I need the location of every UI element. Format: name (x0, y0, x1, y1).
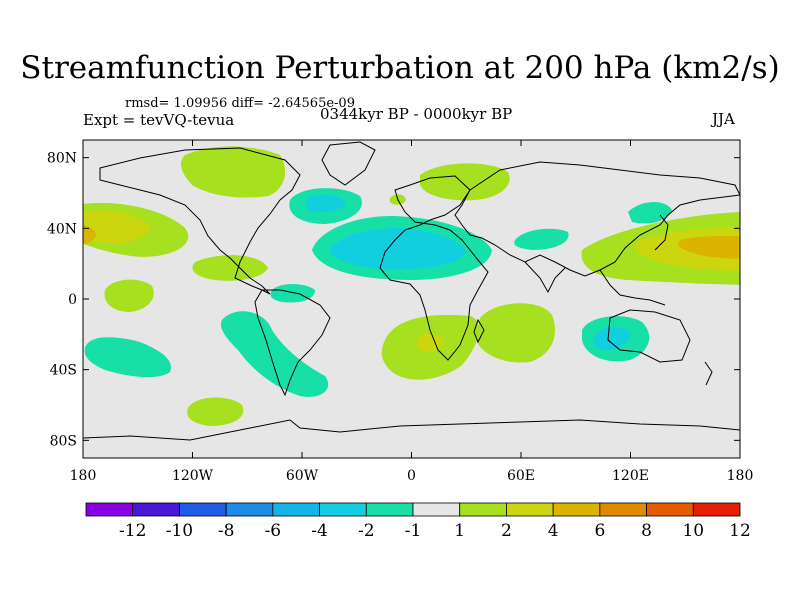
colorbar-swatch (319, 502, 367, 517)
colorbar-label: 1 (454, 521, 465, 541)
colorbar-label: 6 (594, 521, 605, 541)
map-axes: 180 120W 60W 0 60E 120E 180 80N 40N 0 40S 80S (47, 140, 753, 484)
colorbar-swatch (412, 502, 461, 517)
coast-new-zealand (704, 361, 713, 386)
colorbar-swatch (459, 502, 507, 517)
x-tick-label: 180 (727, 468, 754, 484)
y-tick-label: 40N (47, 221, 77, 237)
x-tick-label: 60E (507, 468, 535, 484)
colorbar-label: 12 (729, 521, 751, 541)
colorbar-label: -10 (166, 521, 193, 541)
coast-europe-africa (379, 175, 489, 361)
y-tick-label: 40S (50, 363, 77, 379)
colorbar-label: -6 (265, 521, 282, 541)
anomaly-north-atlantic-core (330, 228, 466, 270)
x-tick-label: 60W (286, 468, 319, 484)
coast-southeast-asia (599, 269, 666, 306)
x-tick-label: 120W (172, 468, 214, 484)
coastlines (83, 141, 740, 441)
x-tick-label: 180 (70, 468, 97, 484)
y-tick-label: 0 (68, 292, 77, 308)
anomaly-central-america (270, 284, 315, 303)
colorbar-swatch (599, 502, 647, 517)
colorbar-label: 10 (682, 521, 704, 541)
anomaly-south-pacific-west (84, 337, 171, 378)
anomaly-southern-ocean (187, 397, 244, 426)
coast-asia (454, 161, 740, 277)
anomaly-south-america (220, 311, 329, 397)
coast-japan (654, 214, 669, 251)
anomaly-north-pacific-core (83, 211, 150, 244)
anomaly-scandinavia (420, 163, 510, 201)
coast-greenland (321, 141, 376, 186)
anomaly-central-asia (514, 228, 569, 250)
anomaly-pacific-northwest (192, 255, 268, 281)
chart-title: Streamfunction Perturbation at 200 hPa (… (20, 50, 780, 86)
colorbar-label: -12 (119, 521, 146, 541)
colorbar-label: -2 (358, 521, 375, 541)
coast-south-america (254, 289, 331, 397)
anomaly-east-asia-peak (678, 236, 740, 259)
colorbar-label: 4 (548, 521, 559, 541)
stats-text: rmsd= 1.09956 diff= -2.64565e-09 (125, 96, 355, 111)
season-label: JJA (712, 110, 735, 128)
colorbar-swatch (272, 502, 320, 517)
coast-antarctica (83, 419, 740, 441)
colorbar-label: -4 (311, 521, 328, 541)
x-tick-label: 120E (612, 468, 649, 484)
coast-australia (607, 309, 691, 363)
colorbar-swatch (225, 502, 274, 517)
colorbar-label: -1 (405, 521, 422, 541)
y-tick-label: 80S (50, 433, 77, 449)
colorbar-swatch (179, 502, 227, 517)
colorbar-swatch (646, 502, 694, 517)
colorbar-swatch (132, 502, 180, 517)
anomaly-south-pacific (104, 279, 154, 312)
anomaly-southern-africa-core (418, 333, 444, 352)
anomaly-canada (180, 146, 286, 198)
colorbar-swatch (506, 502, 554, 517)
anomaly-south-indian-ocean (476, 303, 556, 363)
y-tick-label: 80N (47, 151, 77, 167)
anomaly-south-indian-east-core (592, 327, 631, 350)
coast-madagascar (473, 318, 485, 344)
colorbar-label: 8 (641, 521, 652, 541)
colorbar-swatch (552, 502, 601, 517)
anomaly-northeast-america-core (305, 194, 346, 212)
anomaly-north-pacific-peak (83, 224, 96, 244)
colorbar: -12 -10 -8 -6 -4 -2 -1 1 2 4 6 8 10 12 (85, 502, 751, 541)
period-label: 0344kyr BP - 0000kyr BP (320, 105, 513, 123)
colorbar-label: 2 (501, 521, 512, 541)
colorbar-swatch (85, 502, 134, 517)
colorbar-label: -8 (218, 521, 235, 541)
anomaly-east-asia-north (628, 201, 672, 224)
colorbar-swatch (692, 502, 741, 517)
experiment-label: Expt = tevVQ-tevua (83, 111, 235, 129)
coast-india (524, 261, 566, 294)
x-tick-label: 0 (407, 468, 416, 484)
colorbar-swatch (365, 502, 414, 517)
